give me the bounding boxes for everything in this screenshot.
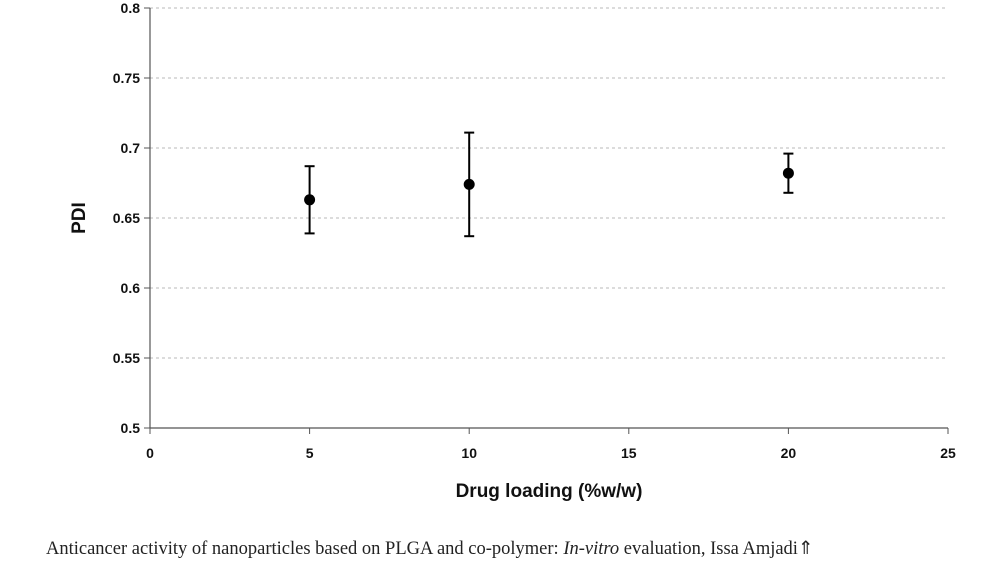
x-tick-label: 20 xyxy=(781,445,797,461)
tick-labels: 0.5 0.55 0.6 0.65 0.7 0.75 0.8 0 5 10 15 20 25 xyxy=(113,0,956,461)
x-tick-label: 25 xyxy=(940,445,956,461)
figure-caption: Anticancer activity of nanoparticles bas… xyxy=(46,538,1000,560)
y-tick-label: 0.65 xyxy=(113,210,140,226)
y-axis-title: PDI xyxy=(69,202,90,234)
caption-prefix: Anticancer activity of nanoparticles bas… xyxy=(46,539,564,559)
data-point xyxy=(304,194,316,206)
data-points xyxy=(304,131,794,238)
data-point xyxy=(463,178,475,190)
y-tick-label: 0.75 xyxy=(113,70,140,86)
caption-suffix: evaluation, Issa Amjadi⇑ xyxy=(619,539,814,559)
x-tick-label: 5 xyxy=(306,445,314,461)
grid-lines xyxy=(150,7,948,359)
y-tick-label: 0.6 xyxy=(121,280,141,296)
y-tick-label: 0.8 xyxy=(121,0,141,16)
chart: 0.5 0.55 0.6 0.65 0.7 0.75 0.8 0 5 10 15 20 25 Drug … xyxy=(69,0,956,502)
x-tick-label: 15 xyxy=(621,445,637,461)
x-axis-title: Drug loading (%w/w) xyxy=(456,481,643,502)
x-tick-label: 10 xyxy=(461,445,477,461)
y-tick-label: 0.5 xyxy=(121,420,141,436)
caption-italic: In-vitro xyxy=(563,539,620,559)
x-tick-label: 0 xyxy=(146,445,154,461)
data-point xyxy=(782,167,794,179)
y-tick-label: 0.55 xyxy=(113,350,140,366)
y-tick-label: 0.7 xyxy=(121,140,141,156)
axes xyxy=(144,7,949,434)
